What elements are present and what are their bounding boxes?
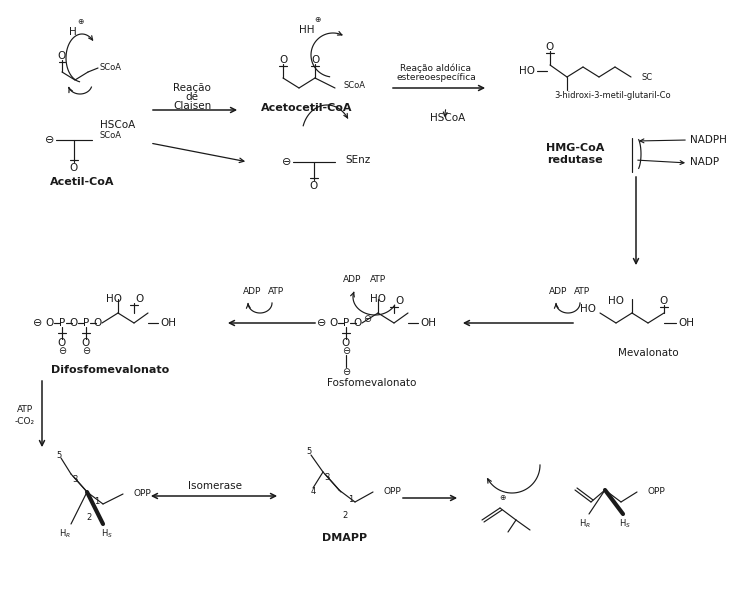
Text: OH: OH: [420, 318, 436, 328]
Text: NADP: NADP: [690, 157, 719, 167]
Text: O: O: [354, 318, 362, 328]
Text: ⊕: ⊕: [77, 18, 83, 27]
Text: ⊖: ⊖: [82, 346, 90, 356]
Text: HH: HH: [299, 25, 315, 35]
Text: ATP: ATP: [574, 286, 590, 295]
Text: ⊖: ⊖: [58, 346, 66, 356]
Text: HSCoA: HSCoA: [430, 113, 465, 123]
Text: OPP: OPP: [133, 489, 150, 499]
Text: 1: 1: [94, 497, 99, 506]
Text: redutase: redutase: [547, 155, 603, 165]
Text: O: O: [46, 318, 54, 328]
Text: SC: SC: [641, 72, 652, 81]
Text: ⊕: ⊕: [499, 494, 505, 502]
Text: O: O: [70, 163, 78, 173]
Text: DMAPP: DMAPP: [323, 533, 368, 543]
Text: Fosfomevalonato: Fosfomevalonato: [327, 378, 417, 388]
Text: Difosfomevalonato: Difosfomevalonato: [51, 365, 169, 375]
Text: 5: 5: [306, 447, 311, 457]
Text: SCoA: SCoA: [100, 131, 122, 140]
Text: O: O: [660, 296, 668, 306]
Text: HO: HO: [608, 296, 624, 306]
Text: ⊕: ⊕: [314, 15, 320, 24]
Text: O: O: [70, 318, 78, 328]
Text: O: O: [279, 55, 287, 65]
Text: 2: 2: [342, 511, 347, 519]
Text: O: O: [342, 338, 350, 348]
Text: P: P: [59, 318, 65, 328]
Text: O: O: [330, 318, 338, 328]
Text: ⊖: ⊖: [33, 318, 43, 328]
Text: Reação aldólica: Reação aldólica: [401, 63, 472, 73]
Text: O: O: [58, 338, 66, 348]
Text: HO: HO: [370, 294, 386, 304]
Text: SEnz: SEnz: [345, 155, 370, 165]
Text: ADP: ADP: [343, 274, 361, 283]
Text: SCoA: SCoA: [343, 81, 365, 91]
Text: 4: 4: [311, 488, 316, 497]
Text: Mevalonato: Mevalonato: [617, 348, 678, 358]
Text: Acetocetil-CoA: Acetocetil-CoA: [261, 103, 353, 113]
Text: O: O: [136, 294, 144, 304]
Text: NADPH: NADPH: [690, 135, 727, 145]
Text: ⊖: ⊖: [342, 367, 350, 377]
Text: HO: HO: [106, 294, 122, 304]
Text: O: O: [311, 55, 319, 65]
Text: ATP: ATP: [370, 274, 386, 283]
Text: O: O: [58, 51, 66, 61]
Text: ADP: ADP: [243, 286, 261, 295]
Text: H$_S$: H$_S$: [101, 528, 113, 541]
Text: HO: HO: [519, 66, 535, 76]
Text: Isomerase: Isomerase: [188, 481, 242, 491]
Text: O: O: [396, 296, 404, 306]
Text: 3: 3: [324, 474, 329, 483]
Text: HO: HO: [580, 304, 596, 314]
Text: P: P: [83, 318, 89, 328]
Text: P: P: [343, 318, 349, 328]
Text: ⊖: ⊖: [282, 157, 292, 167]
Text: O: O: [310, 181, 318, 191]
Text: 5: 5: [56, 451, 62, 460]
Text: de: de: [186, 92, 199, 102]
Text: 3: 3: [72, 475, 77, 485]
Text: O: O: [546, 42, 554, 52]
Text: ATP: ATP: [17, 406, 33, 415]
Text: H$_S$: H$_S$: [619, 518, 631, 530]
Text: HSCoA: HSCoA: [100, 120, 135, 130]
Text: HMG-CoA: HMG-CoA: [546, 143, 604, 153]
Text: ⊖: ⊖: [363, 314, 371, 324]
Text: ⊖: ⊖: [45, 135, 55, 145]
Text: H$_R$: H$_R$: [59, 528, 71, 541]
Text: H: H: [69, 27, 77, 37]
Text: SCoA: SCoA: [100, 63, 122, 72]
Text: OH: OH: [160, 318, 176, 328]
Text: ⊖: ⊖: [317, 318, 326, 328]
Text: Claisen: Claisen: [173, 101, 211, 111]
Text: 2: 2: [86, 514, 92, 522]
Text: O: O: [82, 338, 90, 348]
Text: O: O: [94, 318, 102, 328]
Text: H$_R$: H$_R$: [579, 518, 591, 530]
Text: ADP: ADP: [549, 286, 567, 295]
Text: Reação: Reação: [173, 83, 211, 93]
Text: Acetil-CoA: Acetil-CoA: [50, 177, 114, 187]
Text: estereoespecífica: estereoespecífica: [396, 74, 476, 83]
Text: ATP: ATP: [268, 286, 284, 295]
Text: OPP: OPP: [647, 488, 665, 497]
Text: OPP: OPP: [383, 488, 401, 497]
Text: 1: 1: [348, 496, 353, 505]
Text: 3-hidroxi-3-metil-glutaril-Co: 3-hidroxi-3-metil-glutaril-Co: [555, 91, 672, 100]
Text: OH: OH: [678, 318, 694, 328]
Text: -CO₂: -CO₂: [15, 418, 35, 426]
Text: ⊖: ⊖: [342, 346, 350, 356]
